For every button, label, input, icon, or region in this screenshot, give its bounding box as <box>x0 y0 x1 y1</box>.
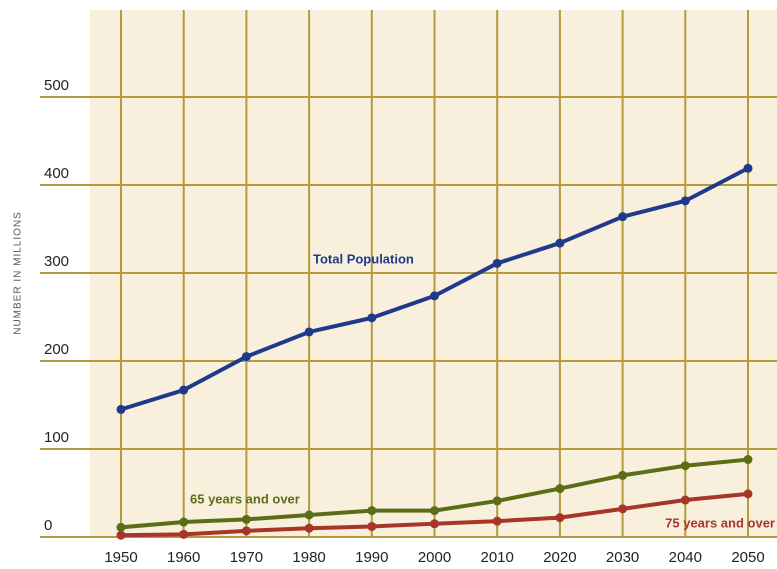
point <box>367 313 377 323</box>
point <box>743 163 753 173</box>
point <box>304 523 314 533</box>
y-tick-label: 300 <box>44 253 69 270</box>
point <box>743 455 753 465</box>
x-tick-label: 2040 <box>669 549 702 566</box>
y-tick-label: 200 <box>44 341 69 358</box>
point <box>179 385 189 395</box>
x-tick-label: 1980 <box>292 549 325 566</box>
point <box>555 513 565 523</box>
x-tick-label: 2030 <box>606 549 639 566</box>
point <box>179 517 189 527</box>
point <box>241 514 251 524</box>
point <box>116 530 126 540</box>
point <box>743 489 753 499</box>
point <box>555 238 565 248</box>
point <box>555 484 565 494</box>
x-tick-label: 1960 <box>167 549 200 566</box>
point <box>241 352 251 362</box>
point <box>116 404 126 414</box>
point <box>304 327 314 337</box>
y-tick-label: 100 <box>44 429 69 446</box>
point <box>179 529 189 539</box>
point <box>116 522 126 532</box>
point <box>618 470 628 480</box>
point <box>618 212 628 222</box>
point <box>618 504 628 514</box>
series-label: 75 years and over <box>665 515 775 530</box>
y-tick-label: 0 <box>44 517 52 534</box>
point <box>492 516 502 526</box>
point <box>492 258 502 268</box>
point <box>367 521 377 531</box>
point <box>304 510 314 520</box>
series-label: 65 years and over <box>190 491 300 506</box>
point <box>367 506 377 516</box>
x-tick-label: 1990 <box>355 549 388 566</box>
y-tick-label: 500 <box>44 77 69 94</box>
x-tick-label: 2020 <box>543 549 576 566</box>
point <box>492 496 502 506</box>
x-tick-label: 1970 <box>230 549 263 566</box>
y-tick-label: 400 <box>44 165 69 182</box>
point <box>241 526 251 536</box>
point <box>680 495 690 505</box>
x-tick-label: 2010 <box>481 549 514 566</box>
x-tick-label: 1950 <box>104 549 137 566</box>
point <box>430 506 439 516</box>
series-label: Total Population <box>313 251 414 266</box>
x-tick-label: 2000 <box>418 549 451 566</box>
x-tick-label: 2050 <box>731 549 764 566</box>
point <box>430 519 439 529</box>
point <box>680 461 690 471</box>
point <box>680 196 690 206</box>
y-axis-label: NUMBER IN MILLIONS <box>13 211 24 335</box>
point <box>430 291 439 301</box>
